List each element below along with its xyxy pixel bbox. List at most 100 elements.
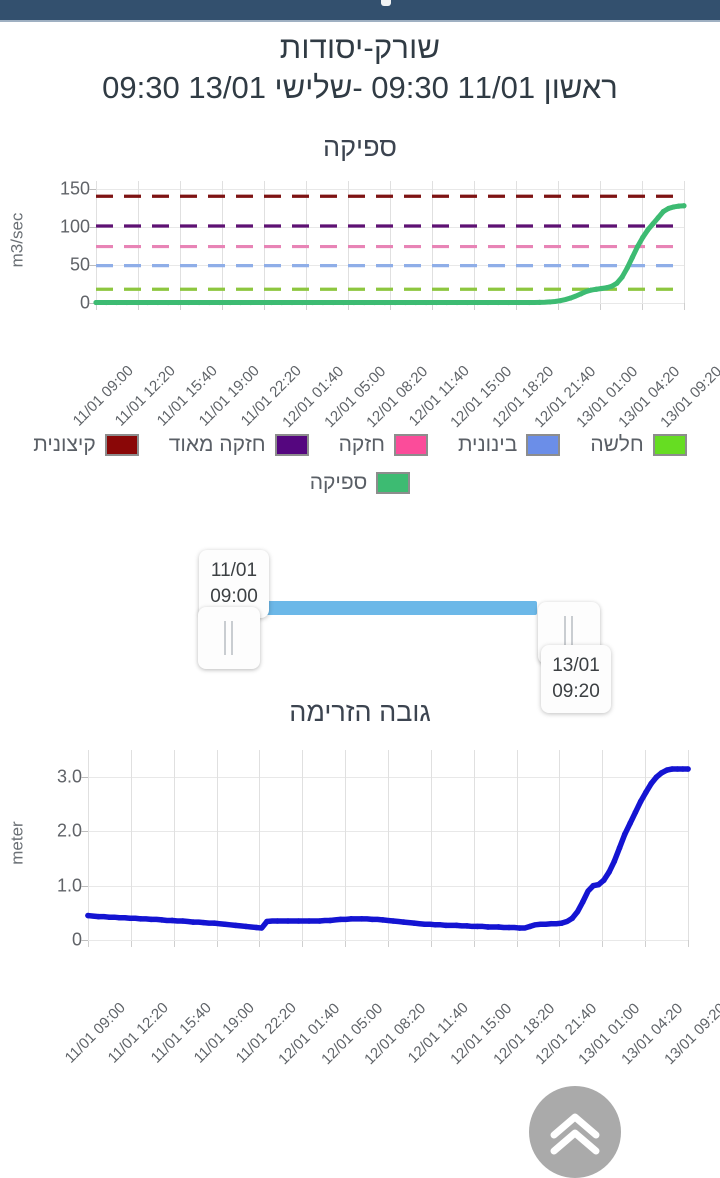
data-point [134,299,140,306]
legend-item-1[interactable]: בינונית [458,433,561,457]
data-point [464,923,470,929]
data-point [379,917,386,923]
data-point [179,918,186,924]
data-point [444,299,450,306]
y-tickmark [81,777,88,779]
data-point [655,215,661,221]
legend-label: ספיקה [309,471,368,494]
data-point [645,227,651,233]
data-point [144,299,151,306]
data-point [624,265,630,271]
data-point [600,877,607,884]
data-point [664,767,670,773]
data-point [103,299,109,306]
data-point [411,920,418,926]
data-point [155,299,161,306]
data-point [516,925,523,931]
data-point [227,299,233,306]
data-point [390,918,397,924]
data-point [567,295,574,301]
legend-item-3[interactable]: חזקה מאוד [169,433,309,457]
data-point [274,918,281,924]
gridline-vertical [173,750,175,940]
gridline-vertical [473,750,475,940]
data-point [595,881,602,888]
data-point [593,286,599,292]
data-point [609,283,615,289]
stage-plot-area[interactable]: 11/01 09:00 11/01 12:20 11/01 15:40 11/01 1… [57,750,720,1068]
data-point [327,917,333,924]
data-point [422,921,428,928]
data-point [237,299,244,306]
data-point [604,285,610,291]
data-point [590,882,597,889]
slider-left-date: 11/01 [210,560,258,581]
legend-label: חלשה [590,433,644,456]
y-tick-label: 150 [59,178,90,199]
data-point [106,914,112,920]
scroll-to-top-button[interactable] [529,1086,621,1178]
data-point [369,916,376,923]
gridline-vertical [474,181,475,303]
data-point [674,766,681,772]
status-bar-divider [0,20,720,22]
legend-swatch [274,434,309,456]
gridline-vertical [602,750,604,940]
data-point [598,285,605,292]
y-tickmark [81,885,88,887]
gridline-vertical [645,750,647,940]
data-point [537,921,544,928]
y-tick-label: 100 [59,216,90,237]
y-tick-label: 50 [69,254,90,275]
data-point [637,798,644,805]
stage-chart[interactable]: meter 11/01 09:00 11/01 12:20 11/01 15:40 1… [0,732,720,1068]
stage-x-tick-labels: 11/01 09:00 11/01 12:20 11/01 15:40 11/01 1… [62,940,720,1068]
data-point [681,203,687,209]
y-tickmark [89,303,96,304]
data-point [433,299,440,306]
data-point [619,274,625,280]
data-point [114,299,120,306]
data-point [658,770,665,776]
data-point [611,858,618,865]
data-point [190,919,197,925]
gridline-vertical [516,181,517,303]
legend-item-0[interactable]: חלשה [590,433,687,457]
data-point [665,205,672,212]
data-point [402,299,409,306]
discharge-chart[interactable]: m3/sec 11/01 09:00 11/01 12:20 11/01 15:40… [0,167,720,431]
legend-item-4[interactable]: קיצונית [33,433,139,457]
double-chevron-up-icon [550,1113,600,1155]
y-tick-label: 1.0 [56,875,82,896]
discharge-plot-area[interactable]: 11/01 09:00 11/01 12:20 11/01 15:40 11/01 1… [60,178,720,431]
slider-handle-left[interactable] [198,607,260,669]
slider-track[interactable] [200,601,537,615]
date-range: ראשון 11/01 09:30 -שלישי 13/01 09:30 [102,70,618,105]
legend-item-0[interactable]: ספיקה [310,471,411,495]
data-point [337,916,344,923]
data-point [330,299,336,306]
data-point [340,299,347,306]
data-point [474,923,481,930]
time-range-slider[interactable] [0,523,720,673]
data-point [116,914,123,921]
data-point [606,869,612,875]
data-point [413,299,419,306]
legend-item-2[interactable]: חזקה [339,433,428,457]
data-point [660,208,666,215]
legend-label: קיצונית [33,433,96,456]
data-point [536,299,543,305]
data-point [516,299,522,306]
data-point [423,299,429,306]
data-point [361,299,367,306]
gridline-vertical [430,750,432,940]
data-point [93,299,99,306]
data-point [299,299,305,306]
y-tickmark [89,264,96,266]
gridline-vertical [345,750,347,940]
data-point [558,920,565,926]
data-point [669,766,676,772]
data-point [506,924,512,931]
data-point [148,916,154,923]
legend-swatch [652,434,687,456]
